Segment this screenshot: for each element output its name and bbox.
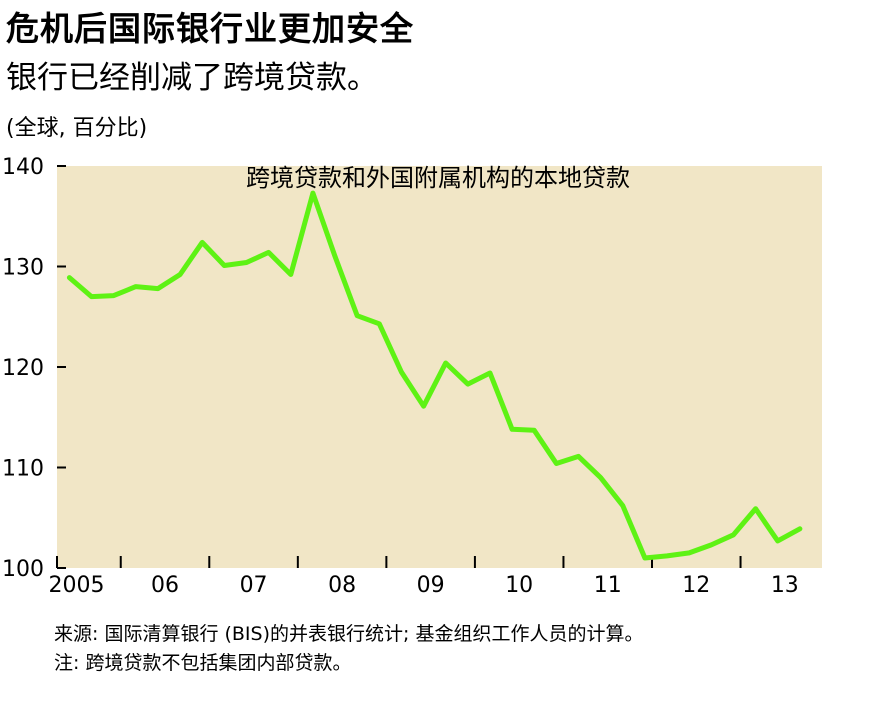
y-tick-label: 110 bbox=[2, 457, 44, 482]
chart-title: 危机后国际银行业更加安全 bbox=[6, 9, 414, 48]
y-tick-label: 130 bbox=[2, 256, 44, 281]
x-tick-label: 11 bbox=[594, 573, 622, 598]
x-axis: 2005 06 07 08 09 10 11 12 13 bbox=[48, 556, 799, 598]
x-tick-label: 13 bbox=[771, 573, 799, 598]
notes: 来源: 国际清算银行 (BIS)的并表银行统计; 基金组织工作人员的计算。 注:… bbox=[54, 620, 643, 678]
series-line bbox=[66, 190, 803, 561]
y-tick-label: 100 bbox=[2, 557, 44, 582]
source-note: 来源: 国际清算银行 (BIS)的并表银行统计; 基金组织工作人员的计算。 bbox=[54, 623, 644, 645]
y-tick-label: 140 bbox=[2, 155, 44, 180]
series-label: 跨境贷款和外国附属机构的本地贷款 bbox=[246, 164, 630, 192]
plot-area bbox=[57, 166, 822, 568]
unit-label: (全球, 百分比) bbox=[6, 116, 148, 141]
y-axis: 100 110 120 130 140 bbox=[2, 155, 66, 582]
x-tick-label: 08 bbox=[328, 573, 356, 598]
y-tick-label: 120 bbox=[2, 356, 44, 381]
x-tick-label: 12 bbox=[682, 573, 710, 598]
chart-subtitle: 银行已经削减了跨境贷款。 bbox=[6, 60, 378, 96]
x-tick-label: 07 bbox=[240, 573, 268, 598]
footnote: 注: 跨境贷款不包括集团内部贷款。 bbox=[54, 652, 352, 674]
x-tick-label: 09 bbox=[417, 573, 445, 598]
x-tick-label: 2005 bbox=[48, 573, 104, 598]
x-tick-label: 06 bbox=[151, 573, 179, 598]
x-tick-label: 10 bbox=[505, 573, 533, 598]
